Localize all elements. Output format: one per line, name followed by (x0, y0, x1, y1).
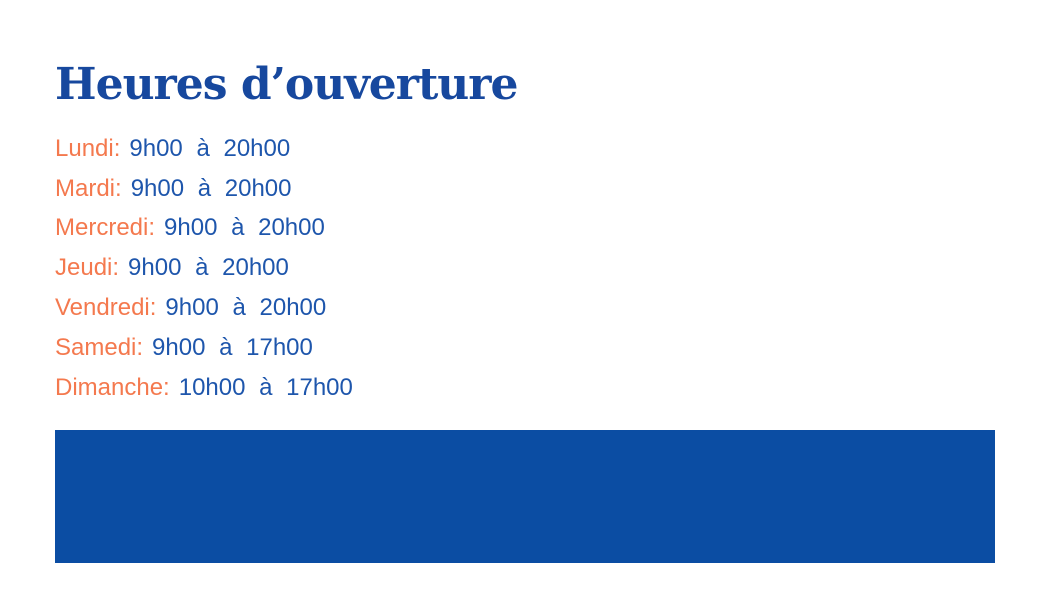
day-label: Jeudi: (55, 254, 120, 282)
hours-row-friday: Vendredi: 9h00 à 20h00 (55, 288, 995, 328)
time-value: 9h00 à 20h00 (129, 134, 291, 162)
blue-banner (55, 430, 995, 563)
page-title: Heures d’ouverture (55, 59, 518, 110)
hours-row-thursday: Jeudi: 9h00 à 20h00 (55, 248, 995, 288)
hours-row-tuesday: Mardi: 9h00 à 20h00 (55, 169, 995, 209)
day-label: Lundi: (55, 134, 121, 162)
day-label: Mercredi: (55, 214, 156, 242)
day-label: Mardi: (55, 174, 122, 202)
time-value: 10h00 à 17h00 (178, 373, 353, 401)
time-value: 9h00 à 20h00 (128, 254, 289, 282)
time-value: 9h00 à 20h00 (165, 294, 327, 322)
time-value: 9h00 à 20h00 (130, 174, 292, 202)
day-label: Samedi: (55, 333, 144, 361)
hours-row-sunday: Dimanche: 10h00 à 17h00 (55, 368, 995, 408)
time-value: 9h00 à 17h00 (152, 333, 313, 361)
time-value: 9h00 à 20h00 (164, 214, 325, 242)
day-label: Dimanche: (55, 373, 170, 401)
hours-row-wednesday: Mercredi: 9h00 à 20h00 (55, 209, 995, 249)
hours-row-monday: Lundi: 9h00 à 20h00 (55, 129, 995, 169)
opening-hours-list: Lundi: 9h00 à 20h00 Mardi: 9h00 à 20h00 … (55, 129, 995, 408)
hours-row-saturday: Samedi: 9h00 à 17h00 (55, 328, 995, 368)
day-label: Vendredi: (55, 294, 157, 322)
